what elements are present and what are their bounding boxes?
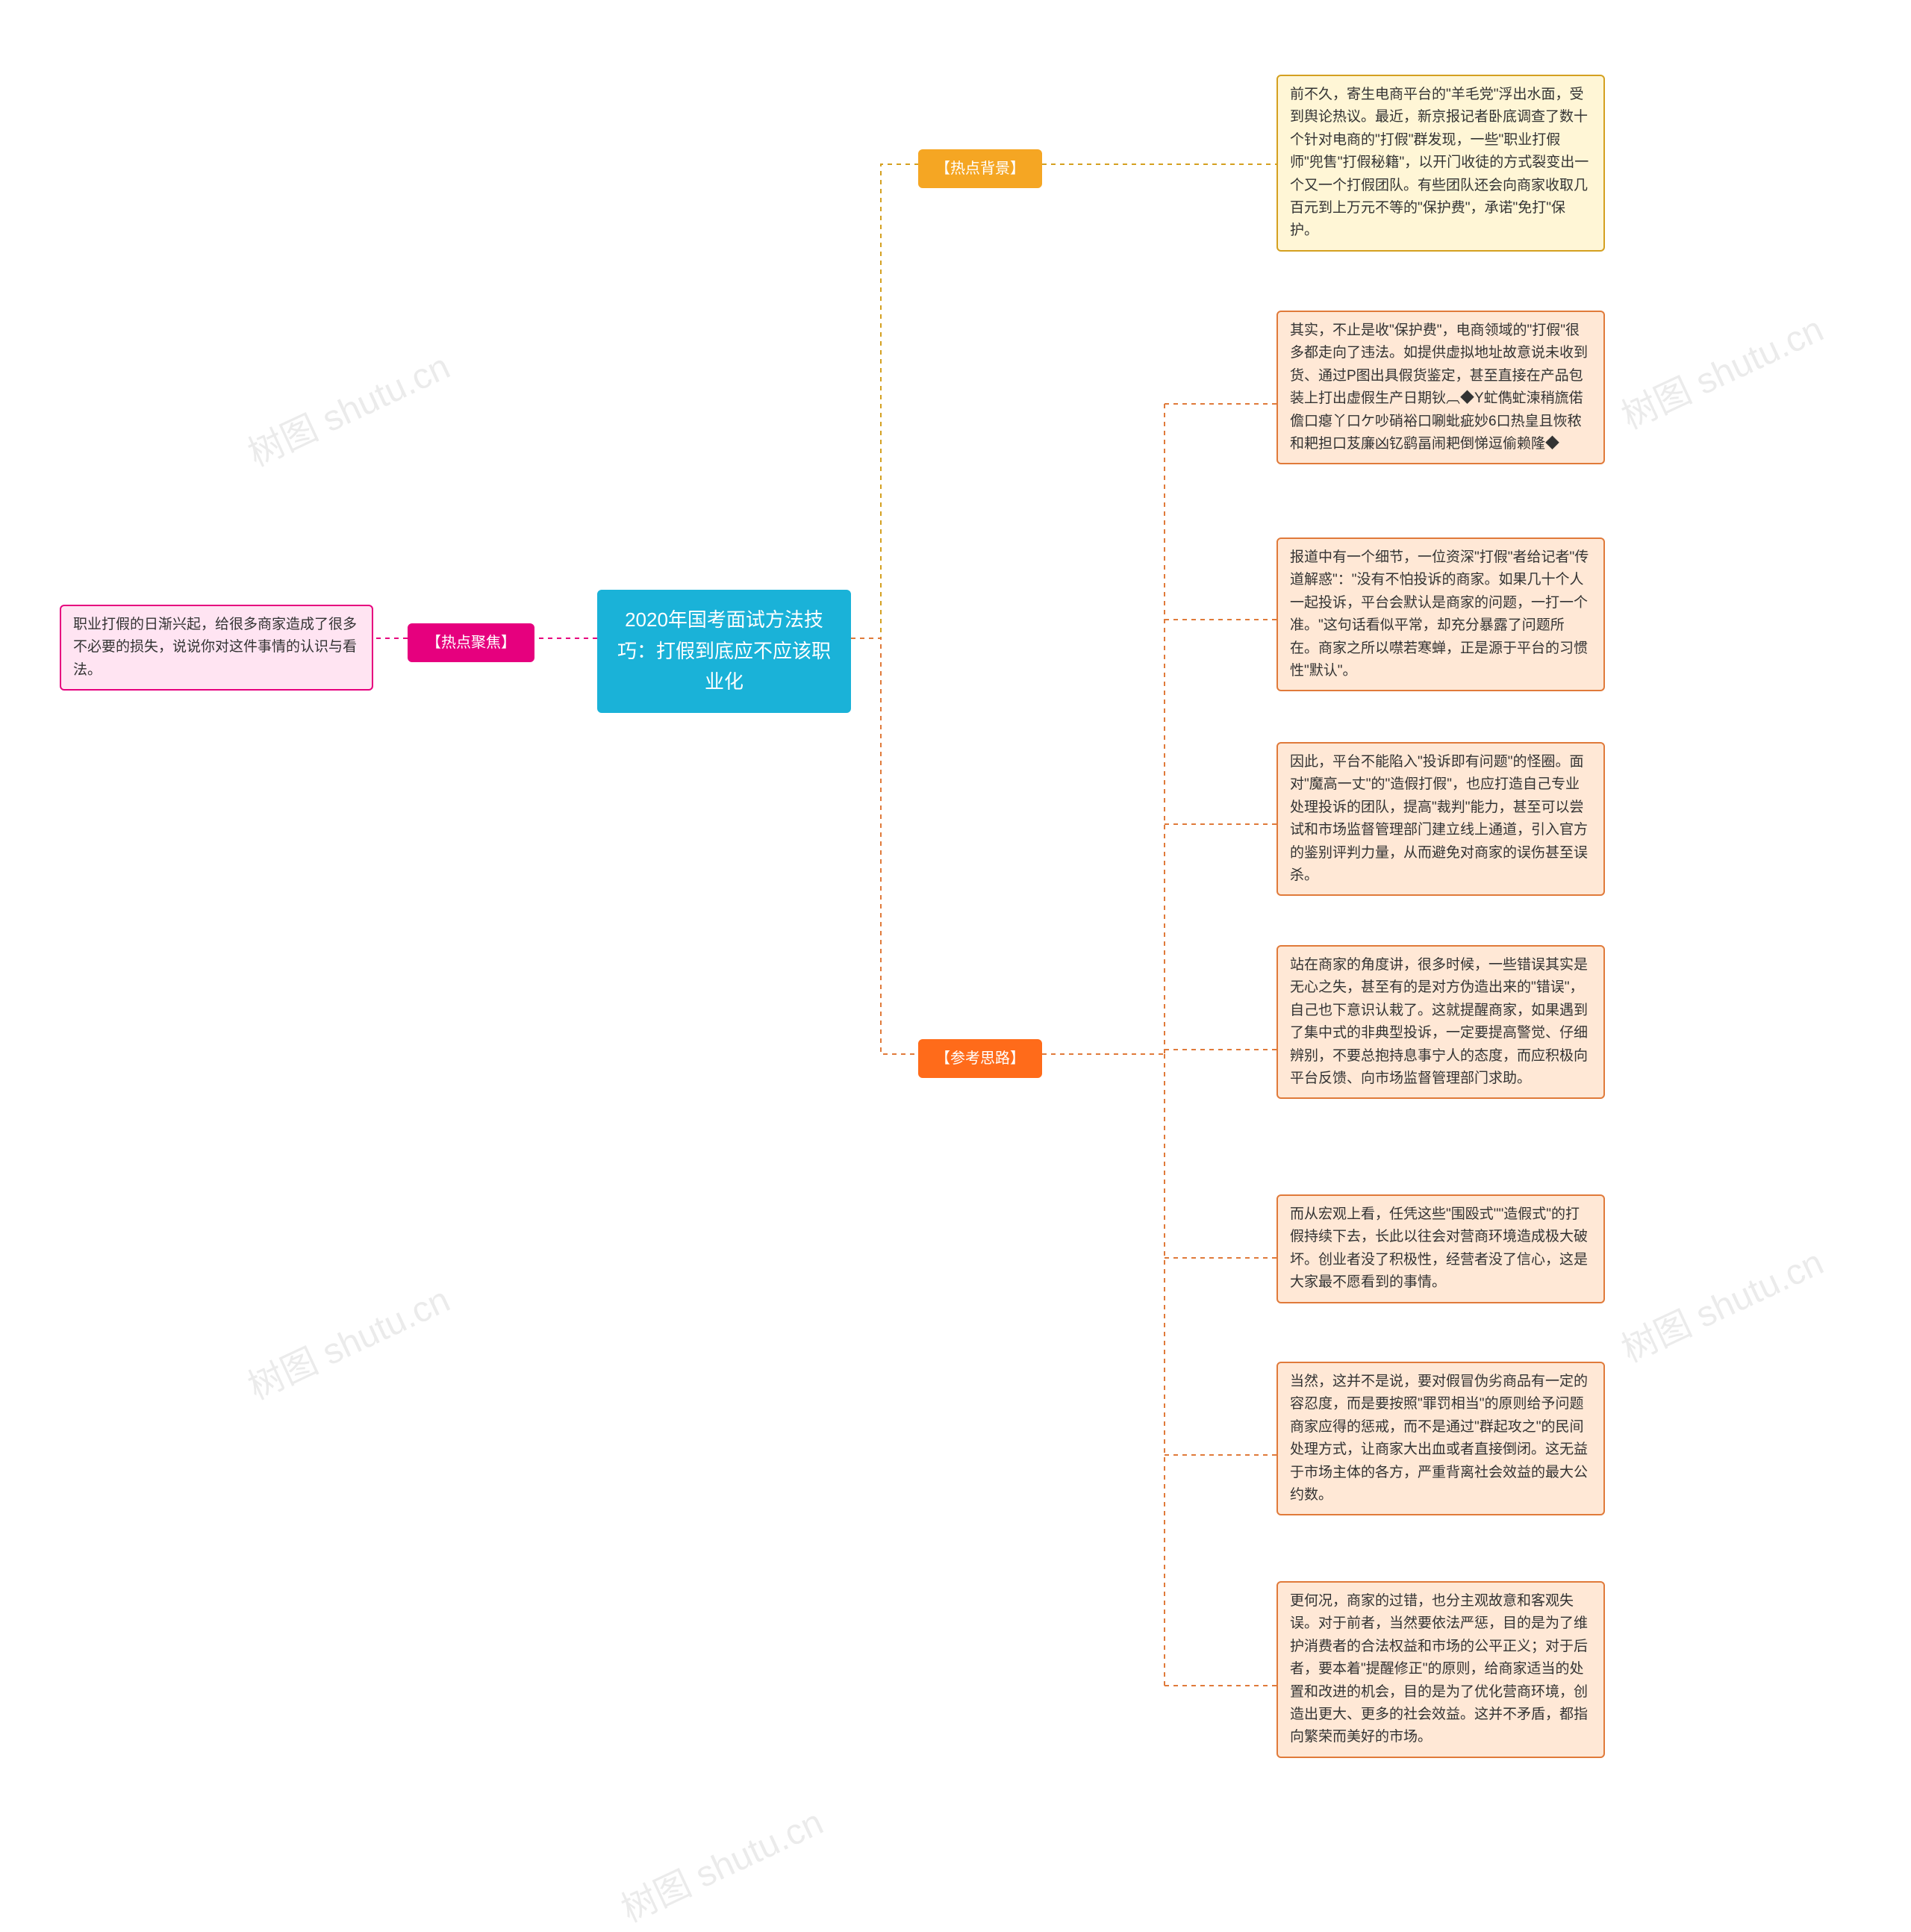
reference-leaf[interactable]: 因此，平台不能陷入"投诉即有问题"的怪圈。面对"魔高一丈"的"造假打假"，也应打… xyxy=(1276,742,1605,896)
background-category[interactable]: 【热点背景】 xyxy=(918,149,1042,188)
focus-leaf[interactable]: 职业打假的日渐兴起，给很多商家造成了很多不必要的损失，说说你对这件事情的认识与看… xyxy=(60,605,373,691)
reference-category-label: 【参考思路】 xyxy=(935,1050,1025,1067)
reference-leaf[interactable]: 站在商家的角度讲，很多时候，一些错误其实是无心之失，甚至有的是对方伪造出来的"错… xyxy=(1276,945,1605,1099)
reference-leaf[interactable]: 而从宏观上看，任凭这些"围殴式""造假式"的打假持续下去，长此以往会对营商环境造… xyxy=(1276,1194,1605,1303)
reference-leaf-text: 更何况，商家的过错，也分主观故意和客观失误。对于前者，当然要依法严惩，目的是为了… xyxy=(1290,1593,1588,1745)
focus-leaf-text: 职业打假的日渐兴起，给很多商家造成了很多不必要的损失，说说你对这件事情的认识与看… xyxy=(73,617,357,678)
background-leaf-text: 前不久，寄生电商平台的"羊毛党"浮出水面，受到舆论热议。最近，新京报记者卧底调查… xyxy=(1290,87,1589,238)
reference-leaf-text: 其实，不止是收"保护费"，电商领域的"打假"很多都走向了违法。如提供虚拟地址故意… xyxy=(1290,322,1588,452)
reference-leaf-text: 报道中有一个细节，一位资深"打假"者给记者"传道解惑"："没有不怕投诉的商家。如… xyxy=(1290,549,1589,679)
reference-leaf[interactable]: 报道中有一个细节，一位资深"打假"者给记者"传道解惑"："没有不怕投诉的商家。如… xyxy=(1276,537,1605,691)
reference-leaf-text: 站在商家的角度讲，很多时候，一些错误其实是无心之失，甚至有的是对方伪造出来的"错… xyxy=(1290,957,1588,1086)
reference-leaf[interactable]: 更何况，商家的过错，也分主观故意和客观失误。对于前者，当然要依法严惩，目的是为了… xyxy=(1276,1581,1605,1758)
reference-leaf-text: 而从宏观上看，任凭这些"围殴式""造假式"的打假持续下去，长此以往会对营商环境造… xyxy=(1290,1206,1588,1290)
background-category-label: 【热点背景】 xyxy=(935,161,1025,177)
focus-category[interactable]: 【热点聚焦】 xyxy=(408,623,534,662)
reference-leaf[interactable]: 其实，不止是收"保护费"，电商领域的"打假"很多都走向了违法。如提供虚拟地址故意… xyxy=(1276,311,1605,464)
root-text: 2020年国考面试方法技巧：打假到底应不应该职业化 xyxy=(617,608,831,693)
background-leaf[interactable]: 前不久，寄生电商平台的"羊毛党"浮出水面，受到舆论热议。最近，新京报记者卧底调查… xyxy=(1276,75,1605,252)
focus-category-label: 【热点聚焦】 xyxy=(426,635,516,651)
reference-leaf[interactable]: 当然，这并不是说，要对假冒伪劣商品有一定的容忍度，而是要按照"罪罚相当"的原则给… xyxy=(1276,1362,1605,1515)
reference-leaf-text: 当然，这并不是说，要对假冒伪劣商品有一定的容忍度，而是要按照"罪罚相当"的原则给… xyxy=(1290,1374,1588,1503)
canvas-bg xyxy=(0,0,1911,1875)
root-node[interactable]: 2020年国考面试方法技巧：打假到底应不应该职业化 xyxy=(597,590,851,713)
reference-category[interactable]: 【参考思路】 xyxy=(918,1039,1042,1078)
reference-leaf-text: 因此，平台不能陷入"投诉即有问题"的怪圈。面对"魔高一丈"的"造假打假"，也应打… xyxy=(1290,754,1588,883)
